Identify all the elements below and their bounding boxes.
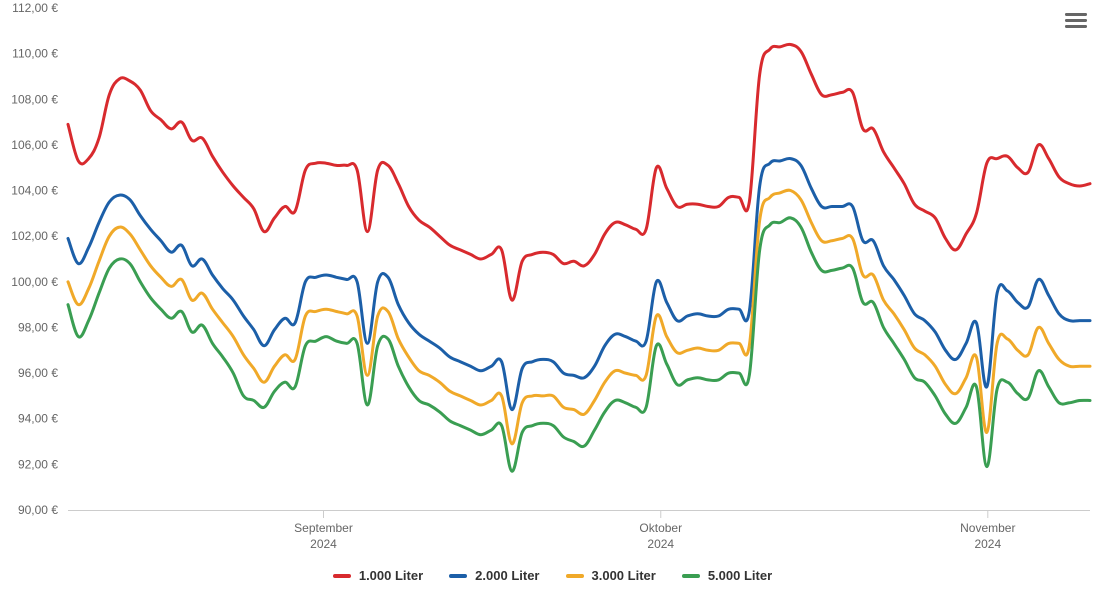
- x-tick-month: September: [294, 521, 353, 535]
- legend-item[interactable]: 3.000 Liter: [566, 568, 656, 583]
- legend-label: 2.000 Liter: [475, 568, 539, 583]
- y-tick-label: 98,00 €: [18, 320, 58, 334]
- y-tick-label: 102,00 €: [11, 229, 58, 243]
- x-tick-month: November: [960, 521, 1015, 535]
- legend-label: 5.000 Liter: [708, 568, 772, 583]
- y-tick-label: 92,00 €: [18, 457, 58, 471]
- series-line: [68, 44, 1090, 300]
- legend-item[interactable]: 1.000 Liter: [333, 568, 423, 583]
- series-line: [68, 158, 1090, 409]
- legend-swatch: [566, 574, 584, 578]
- legend-swatch: [682, 574, 700, 578]
- y-tick-label: 100,00 €: [11, 275, 58, 289]
- legend-item[interactable]: 2.000 Liter: [449, 568, 539, 583]
- y-tick-label: 104,00 €: [11, 184, 58, 198]
- chart-canvas: 90,00 € 92,00 € 94,00 € 96,00 € 98,00 € 100,0…: [0, 0, 1105, 602]
- series-line: [68, 190, 1090, 444]
- y-tick-label: 90,00 €: [18, 503, 58, 517]
- line-chart: 90,00 € 92,00 € 94,00 € 96,00 € 98,00 € 100,0…: [0, 0, 1105, 602]
- x-tick-year: 2024: [647, 537, 674, 551]
- y-tick-label: 106,00 €: [11, 138, 58, 152]
- legend-label: 1.000 Liter: [359, 568, 423, 583]
- legend-swatch: [333, 574, 351, 578]
- x-tick-year: 2024: [310, 537, 337, 551]
- y-tick-label: 108,00 €: [11, 92, 58, 106]
- chart-legend: 1.000 Liter 2.000 Liter 3.000 Liter 5.000 L…: [0, 568, 1105, 583]
- y-tick-label: 112,00 €: [12, 1, 58, 15]
- legend-swatch: [449, 574, 467, 578]
- legend-item[interactable]: 5.000 Liter: [682, 568, 772, 583]
- x-tick-month: Oktober: [639, 521, 682, 535]
- series-line: [68, 218, 1090, 471]
- chart-menu-icon[interactable]: [1065, 10, 1087, 30]
- legend-label: 3.000 Liter: [592, 568, 656, 583]
- y-tick-label: 110,00 €: [12, 47, 58, 61]
- y-tick-label: 96,00 €: [18, 366, 58, 380]
- y-tick-label: 94,00 €: [18, 412, 58, 426]
- x-tick-year: 2024: [974, 537, 1001, 551]
